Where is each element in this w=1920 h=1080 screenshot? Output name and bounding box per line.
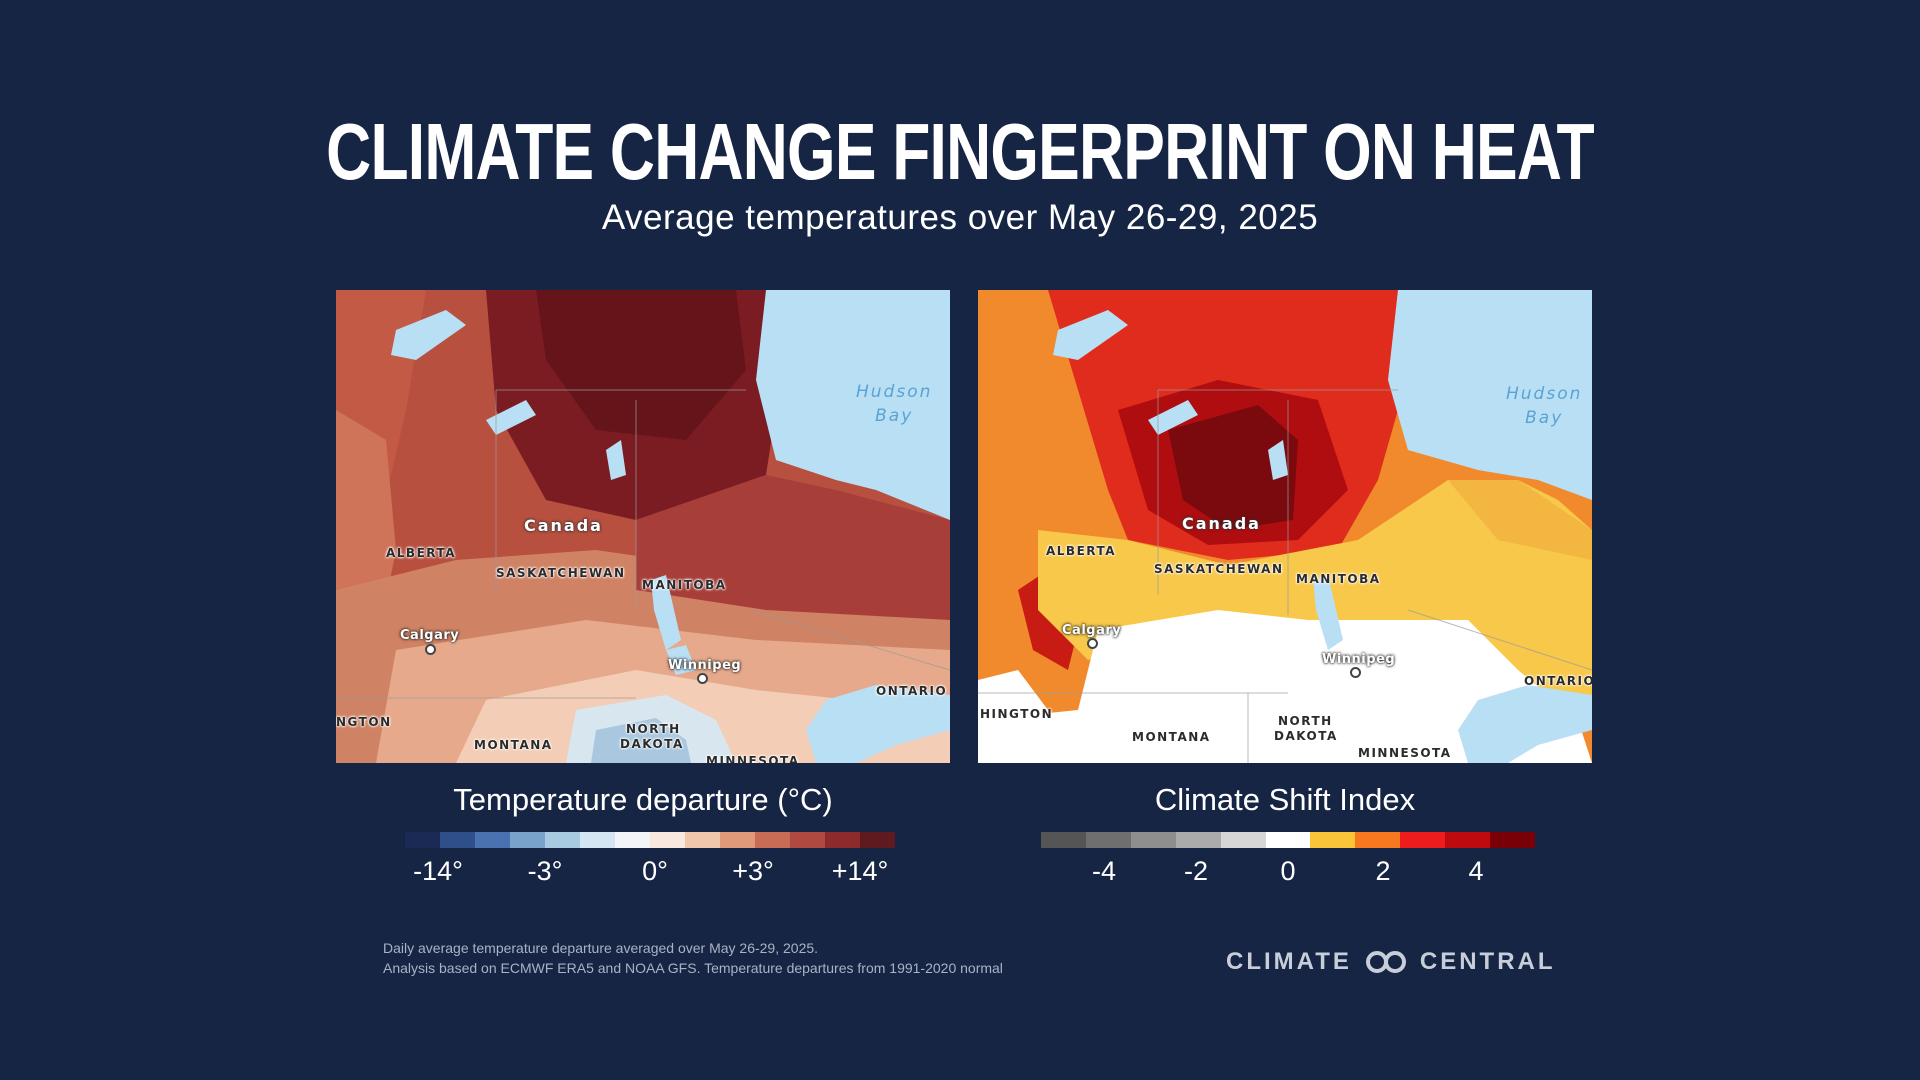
csi-scale-swatch (1310, 832, 1356, 848)
calgary-marker (1087, 638, 1098, 649)
calgary-marker (425, 644, 436, 655)
north-dakota-label-line1: NORTH (1278, 714, 1333, 728)
temperature-legend-title: Temperature departure (°C) (453, 782, 833, 817)
footnote: Daily average temperature departure aver… (383, 938, 1003, 978)
canada-label: Canada (524, 516, 603, 535)
climate-shift-index-map: Hudson Bay Canada ALBERTA SASKATCHEWAN MA… (978, 290, 1592, 763)
csi-tick: 0 (1280, 856, 1296, 886)
temperature-scale-swatch (545, 832, 580, 848)
ontario-label: ONTARIO (876, 684, 948, 698)
csi-scale-swatch (1130, 832, 1176, 848)
saskatchewan-label: SASKATCHEWAN (496, 566, 626, 580)
temperature-scale-swatch (475, 832, 510, 848)
page-subtitle: Average temperatures over May 26-29, 202… (601, 198, 1319, 237)
alberta-label: ALBERTA (386, 546, 457, 560)
temperature-tick: -3° (527, 856, 563, 886)
manitoba-label: MANITOBA (642, 578, 727, 592)
csi-scale-swatch (1220, 832, 1266, 848)
temperature-tick: +3° (732, 856, 774, 886)
calgary-label: Calgary (400, 628, 460, 643)
csi-scale-swatch (1041, 832, 1086, 848)
temperature-scale-swatch (860, 832, 895, 848)
climate-central-logo: CLIMATE CENTRAL (1226, 948, 1556, 976)
brand-word-left: CLIMATE (1226, 948, 1352, 975)
montana-label: MONTANA (1132, 730, 1211, 744)
temperature-scale-ticks: -14° -3° 0° +3° +14° (405, 856, 895, 892)
temperature-departure-map: Hudson Bay Canada ALBERTA SASKATCHEWAN MA… (336, 290, 950, 763)
linked-rings-icon (1365, 951, 1406, 973)
winnipeg-label: Winnipeg (668, 658, 742, 673)
temperature-scale-swatch (650, 832, 685, 848)
saskatchewan-label: SASKATCHEWAN (1154, 562, 1284, 576)
footnote-line-2: Analysis based on ECMWF ERA5 and NOAA GF… (383, 960, 1003, 976)
brand-word-right: CENTRAL (1419, 948, 1556, 975)
temperature-scale-swatch (510, 832, 545, 848)
csi-color-scale (1041, 832, 1535, 848)
north-dakota-label-line1: NORTH (626, 722, 681, 736)
csi-tick: -2 (1183, 856, 1209, 886)
csi-tick: -4 (1091, 856, 1117, 886)
csi-scale-swatch (1445, 832, 1491, 848)
csi-tick: 4 (1468, 856, 1484, 886)
footnote-line-1: Daily average temperature departure aver… (383, 940, 819, 956)
temperature-scale-swatch (790, 832, 825, 848)
csi-scale-swatch (1490, 832, 1535, 848)
csi-legend-title: Climate Shift Index (1154, 782, 1416, 817)
hudson-bay-label: Hudson Bay (1506, 384, 1583, 428)
csi-scale-swatch (1355, 832, 1401, 848)
winnipeg-label: Winnipeg (1322, 652, 1396, 667)
csi-tick: 2 (1375, 856, 1391, 886)
winnipeg-marker (697, 673, 708, 684)
temperature-tick: 0° (642, 856, 668, 886)
temperature-scale-swatch (440, 832, 475, 848)
washington-label: NGTON (336, 715, 392, 729)
temperature-tick: -14° (413, 856, 463, 886)
canada-label: Canada (1182, 514, 1261, 533)
csi-scale-swatch (1400, 832, 1446, 848)
temperature-tick: +14° (831, 856, 889, 886)
washington-label: HINGTON (980, 707, 1054, 721)
calgary-label: Calgary (1062, 623, 1122, 638)
ontario-label: ONTARIO (1524, 674, 1592, 688)
temperature-scale-swatch (685, 832, 720, 848)
minnesota-label: MINNESOTA (1358, 746, 1452, 760)
alberta-label: ALBERTA (1046, 544, 1117, 558)
csi-scale-swatch (1085, 832, 1131, 848)
csi-scale-swatch (1175, 832, 1221, 848)
temperature-color-scale (405, 832, 895, 848)
temperature-scale-swatch (720, 832, 755, 848)
csi-scale-ticks: -4 -2 0 2 4 (1041, 856, 1535, 892)
minnesota-label: MINNESOTA (706, 754, 800, 763)
page-title: CLIMATE CHANGE FINGERPRINT ON HEAT (326, 107, 1594, 196)
north-dakota-label-line2: DAKOTA (1274, 729, 1338, 743)
temperature-scale-swatch (825, 832, 860, 848)
montana-label: MONTANA (474, 738, 553, 752)
manitoba-label: MANITOBA (1296, 572, 1381, 586)
temperature-scale-swatch (405, 832, 440, 848)
winnipeg-marker (1350, 667, 1361, 678)
csi-scale-swatch (1265, 832, 1311, 848)
temperature-scale-swatch (755, 832, 790, 848)
hudson-bay-label: Hudson Bay (856, 382, 933, 426)
temperature-scale-swatch (580, 832, 615, 848)
temperature-scale-swatch (615, 832, 650, 848)
north-dakota-label-line2: DAKOTA (620, 737, 684, 751)
